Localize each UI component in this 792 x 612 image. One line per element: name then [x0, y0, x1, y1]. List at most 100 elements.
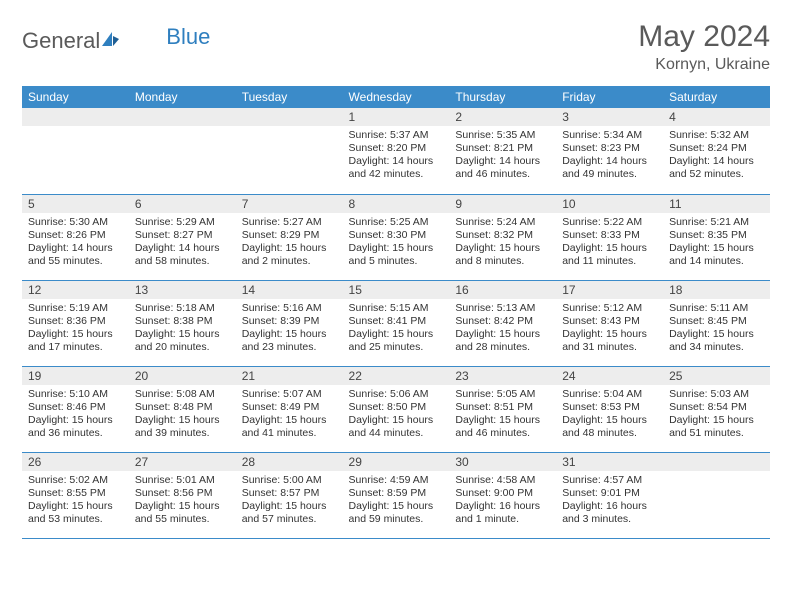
sunset-line: Sunset: 8:53 PM	[562, 401, 657, 414]
weekday-header: Friday	[556, 86, 663, 108]
day-details: Sunrise: 5:19 AMSunset: 8:36 PMDaylight:…	[22, 299, 129, 359]
day-details: Sunrise: 5:35 AMSunset: 8:21 PMDaylight:…	[449, 126, 556, 186]
calendar-day-cell: 2Sunrise: 5:35 AMSunset: 8:21 PMDaylight…	[449, 108, 556, 194]
day-details: Sunrise: 5:03 AMSunset: 8:54 PMDaylight:…	[663, 385, 770, 445]
day-number: 18	[663, 281, 770, 299]
daylight-line: Daylight: 15 hours and 8 minutes.	[455, 242, 550, 268]
sunset-line: Sunset: 8:27 PM	[135, 229, 230, 242]
sunrise-line: Sunrise: 5:11 AM	[669, 302, 764, 315]
day-details: Sunrise: 5:08 AMSunset: 8:48 PMDaylight:…	[129, 385, 236, 445]
day-details: Sunrise: 5:30 AMSunset: 8:26 PMDaylight:…	[22, 213, 129, 273]
daylight-line: Daylight: 15 hours and 59 minutes.	[349, 500, 444, 526]
daylight-line: Daylight: 14 hours and 52 minutes.	[669, 155, 764, 181]
sunset-line: Sunset: 8:35 PM	[669, 229, 764, 242]
weekday-header-row: SundayMondayTuesdayWednesdayThursdayFrid…	[22, 86, 770, 108]
day-details: Sunrise: 5:02 AMSunset: 8:55 PMDaylight:…	[22, 471, 129, 531]
sunset-line: Sunset: 8:42 PM	[455, 315, 550, 328]
brand-logo: General Blue	[22, 28, 210, 54]
day-details: Sunrise: 4:57 AMSunset: 9:01 PMDaylight:…	[556, 471, 663, 531]
calendar-week-row: 1Sunrise: 5:37 AMSunset: 8:20 PMDaylight…	[22, 108, 770, 194]
calendar-week-row: 5Sunrise: 5:30 AMSunset: 8:26 PMDaylight…	[22, 194, 770, 280]
calendar-day-cell: 26Sunrise: 5:02 AMSunset: 8:55 PMDayligh…	[22, 452, 129, 538]
day-details: Sunrise: 5:06 AMSunset: 8:50 PMDaylight:…	[343, 385, 450, 445]
calendar-day-cell: 30Sunrise: 4:58 AMSunset: 9:00 PMDayligh…	[449, 452, 556, 538]
calendar-day-cell: 15Sunrise: 5:15 AMSunset: 8:41 PMDayligh…	[343, 280, 450, 366]
sunset-line: Sunset: 8:26 PM	[28, 229, 123, 242]
day-number	[129, 108, 236, 126]
daylight-line: Daylight: 15 hours and 5 minutes.	[349, 242, 444, 268]
day-number	[22, 108, 129, 126]
calendar-week-row: 19Sunrise: 5:10 AMSunset: 8:46 PMDayligh…	[22, 366, 770, 452]
calendar-week-row: 12Sunrise: 5:19 AMSunset: 8:36 PMDayligh…	[22, 280, 770, 366]
weekday-header: Thursday	[449, 86, 556, 108]
calendar-day-cell: 7Sunrise: 5:27 AMSunset: 8:29 PMDaylight…	[236, 194, 343, 280]
day-number: 28	[236, 453, 343, 471]
day-number: 3	[556, 108, 663, 126]
day-number: 13	[129, 281, 236, 299]
calendar-day-cell: 20Sunrise: 5:08 AMSunset: 8:48 PMDayligh…	[129, 366, 236, 452]
day-details: Sunrise: 4:58 AMSunset: 9:00 PMDaylight:…	[449, 471, 556, 531]
calendar-day-cell: 10Sunrise: 5:22 AMSunset: 8:33 PMDayligh…	[556, 194, 663, 280]
daylight-line: Daylight: 14 hours and 49 minutes.	[562, 155, 657, 181]
calendar-empty-cell	[129, 108, 236, 194]
brand-name-gray: General	[22, 28, 100, 54]
sunrise-line: Sunrise: 5:24 AM	[455, 216, 550, 229]
daylight-line: Daylight: 15 hours and 44 minutes.	[349, 414, 444, 440]
day-details: Sunrise: 5:10 AMSunset: 8:46 PMDaylight:…	[22, 385, 129, 445]
weekday-header: Sunday	[22, 86, 129, 108]
sunset-line: Sunset: 8:54 PM	[669, 401, 764, 414]
day-number: 14	[236, 281, 343, 299]
calendar-body: 1Sunrise: 5:37 AMSunset: 8:20 PMDaylight…	[22, 108, 770, 538]
day-details: Sunrise: 5:24 AMSunset: 8:32 PMDaylight:…	[449, 213, 556, 273]
calendar-day-cell: 1Sunrise: 5:37 AMSunset: 8:20 PMDaylight…	[343, 108, 450, 194]
sunrise-line: Sunrise: 5:04 AM	[562, 388, 657, 401]
sunset-line: Sunset: 8:59 PM	[349, 487, 444, 500]
sunrise-line: Sunrise: 5:13 AM	[455, 302, 550, 315]
daylight-line: Daylight: 15 hours and 11 minutes.	[562, 242, 657, 268]
day-details	[663, 471, 770, 531]
calendar-day-cell: 29Sunrise: 4:59 AMSunset: 8:59 PMDayligh…	[343, 452, 450, 538]
header: General Blue May 2024 Kornyn, Ukraine	[22, 20, 770, 74]
sunrise-line: Sunrise: 5:30 AM	[28, 216, 123, 229]
day-number: 9	[449, 195, 556, 213]
calendar-week-row: 26Sunrise: 5:02 AMSunset: 8:55 PMDayligh…	[22, 452, 770, 538]
sunset-line: Sunset: 8:39 PM	[242, 315, 337, 328]
day-number: 24	[556, 367, 663, 385]
sunrise-line: Sunrise: 5:34 AM	[562, 129, 657, 142]
daylight-line: Daylight: 15 hours and 53 minutes.	[28, 500, 123, 526]
daylight-line: Daylight: 15 hours and 2 minutes.	[242, 242, 337, 268]
day-details: Sunrise: 5:00 AMSunset: 8:57 PMDaylight:…	[236, 471, 343, 531]
sunset-line: Sunset: 8:20 PM	[349, 142, 444, 155]
sunset-line: Sunset: 8:30 PM	[349, 229, 444, 242]
calendar-day-cell: 27Sunrise: 5:01 AMSunset: 8:56 PMDayligh…	[129, 452, 236, 538]
day-number: 31	[556, 453, 663, 471]
location-label: Kornyn, Ukraine	[638, 56, 770, 74]
daylight-line: Daylight: 15 hours and 46 minutes.	[455, 414, 550, 440]
sunset-line: Sunset: 8:32 PM	[455, 229, 550, 242]
day-number: 27	[129, 453, 236, 471]
day-details	[236, 126, 343, 186]
day-details: Sunrise: 4:59 AMSunset: 8:59 PMDaylight:…	[343, 471, 450, 531]
daylight-line: Daylight: 15 hours and 39 minutes.	[135, 414, 230, 440]
calendar-day-cell: 13Sunrise: 5:18 AMSunset: 8:38 PMDayligh…	[129, 280, 236, 366]
month-title: May 2024	[638, 20, 770, 54]
day-number: 7	[236, 195, 343, 213]
daylight-line: Daylight: 14 hours and 42 minutes.	[349, 155, 444, 181]
day-number: 16	[449, 281, 556, 299]
weekday-header: Wednesday	[343, 86, 450, 108]
day-details: Sunrise: 5:34 AMSunset: 8:23 PMDaylight:…	[556, 126, 663, 186]
calendar-day-cell: 6Sunrise: 5:29 AMSunset: 8:27 PMDaylight…	[129, 194, 236, 280]
daylight-line: Daylight: 16 hours and 1 minute.	[455, 500, 550, 526]
calendar-day-cell: 24Sunrise: 5:04 AMSunset: 8:53 PMDayligh…	[556, 366, 663, 452]
weekday-header: Saturday	[663, 86, 770, 108]
daylight-line: Daylight: 15 hours and 31 minutes.	[562, 328, 657, 354]
day-number: 30	[449, 453, 556, 471]
calendar-day-cell: 16Sunrise: 5:13 AMSunset: 8:42 PMDayligh…	[449, 280, 556, 366]
daylight-line: Daylight: 15 hours and 14 minutes.	[669, 242, 764, 268]
calendar-table: SundayMondayTuesdayWednesdayThursdayFrid…	[22, 86, 770, 539]
daylight-line: Daylight: 14 hours and 58 minutes.	[135, 242, 230, 268]
day-number: 15	[343, 281, 450, 299]
weekday-header: Tuesday	[236, 86, 343, 108]
sunset-line: Sunset: 8:41 PM	[349, 315, 444, 328]
sunset-line: Sunset: 8:46 PM	[28, 401, 123, 414]
